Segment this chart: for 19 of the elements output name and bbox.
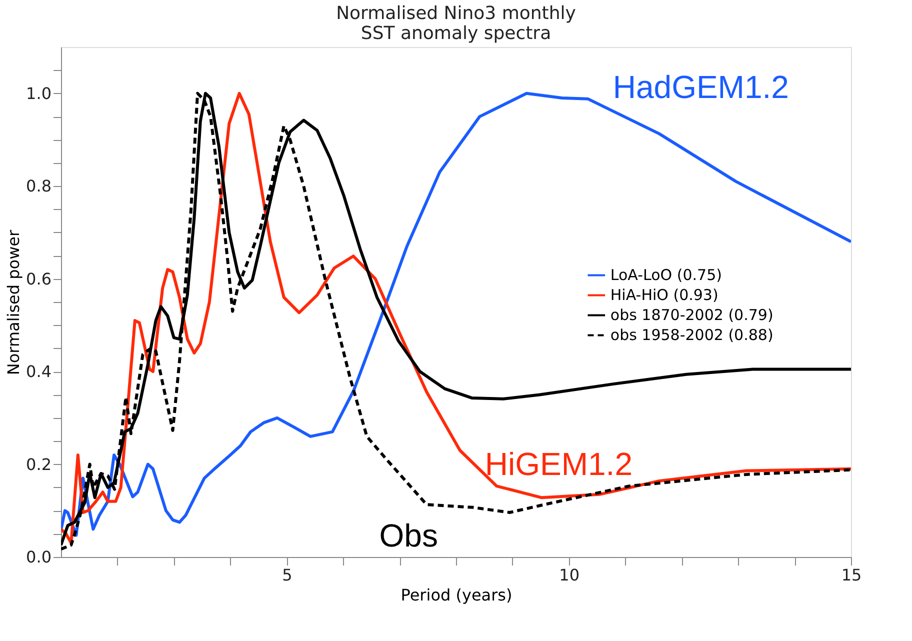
annotation: HadGEM1.2 [612,68,789,105]
y-axis-title: Normalised power [4,229,24,376]
legend-label: obs 1958-2002 (0.88) [610,326,774,344]
chart-title: Normalised Nino3 monthly SST anomaly spectra [336,3,576,44]
x-tick-label: 15 [841,566,862,584]
y-tick-label: 1.0 [26,84,52,103]
annotation: HiGEM1.2 [484,446,632,482]
y-tick-label: 0.0 [26,548,52,566]
legend-label: HiA-HiO (0.93) [610,286,718,304]
y-tick-label: 0.6 [26,269,52,288]
legend-label: obs 1870-2002 (0.79) [610,306,774,324]
x-tick-label: 10 [559,566,580,584]
legend-label: LoA-LoO (0.75) [610,266,722,284]
annotation: Obs [379,518,438,554]
y-tick-label: 0.2 [26,454,52,474]
x-tick-label: 5 [282,566,292,584]
x-axis-title: Period (years) [400,586,512,604]
y-tick-label: 0.4 [26,362,52,382]
y-tick-label: 0.8 [26,176,52,196]
